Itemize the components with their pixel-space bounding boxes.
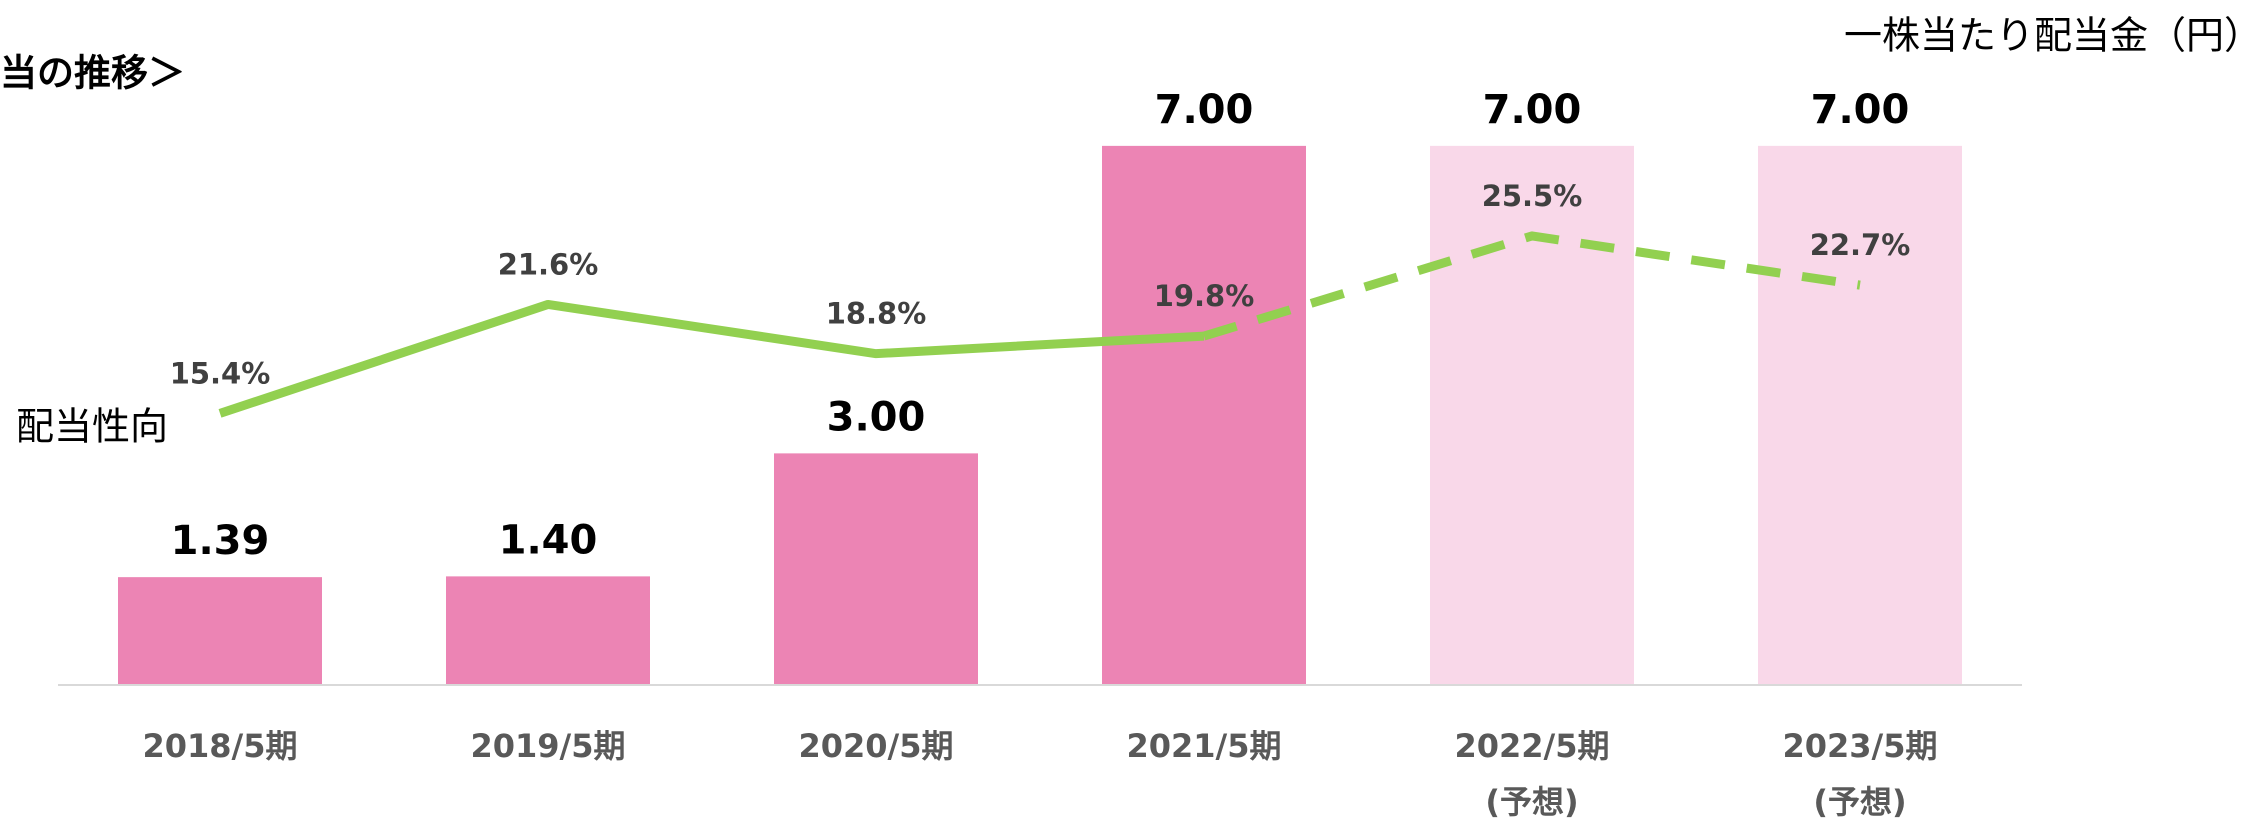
x-tick-label: 2022/5期 bbox=[1454, 727, 1609, 765]
x-tick-label: 2020/5期 bbox=[798, 727, 953, 765]
bar bbox=[1430, 145, 1634, 684]
x-tick-label: 2018/5期 bbox=[142, 727, 297, 765]
bar-value-label: 7.00 bbox=[1155, 87, 1254, 133]
x-tick-label: (予想) bbox=[1813, 783, 1906, 821]
bar-value-label: 7.00 bbox=[1811, 87, 1910, 133]
bar-value-label: 1.40 bbox=[499, 517, 598, 563]
line-value-label: 18.8% bbox=[826, 297, 927, 331]
x-tick-label: 2021/5期 bbox=[1126, 727, 1281, 765]
line-value-label: 22.7% bbox=[1810, 228, 1911, 262]
bar-value-label: 3.00 bbox=[827, 394, 926, 440]
line-value-label: 25.5% bbox=[1482, 179, 1583, 213]
payout-line bbox=[218, 299, 1205, 418]
bar bbox=[774, 453, 978, 684]
x-tick-label: 2019/5期 bbox=[470, 727, 625, 765]
line-value-label: 19.8% bbox=[1154, 279, 1255, 313]
line-value-label: 21.6% bbox=[498, 247, 599, 281]
x-tick-label: 2023/5期 bbox=[1782, 727, 1937, 765]
chart-title: 当の推移＞ bbox=[0, 52, 185, 95]
bar-value-label: 7.00 bbox=[1483, 87, 1582, 133]
line-value-label: 15.4% bbox=[170, 356, 271, 390]
bar-value-label: 1.39 bbox=[171, 518, 270, 564]
bar bbox=[1758, 145, 1962, 684]
line-label: 配当性向 bbox=[16, 405, 168, 449]
y-axis-label: 一株当たり配当金（円） bbox=[1844, 14, 2262, 58]
payout-line bbox=[1202, 231, 1861, 341]
bar bbox=[1102, 145, 1306, 684]
bar bbox=[446, 576, 650, 684]
x-tick-label: (予想) bbox=[1485, 783, 1578, 821]
bar bbox=[118, 577, 322, 684]
